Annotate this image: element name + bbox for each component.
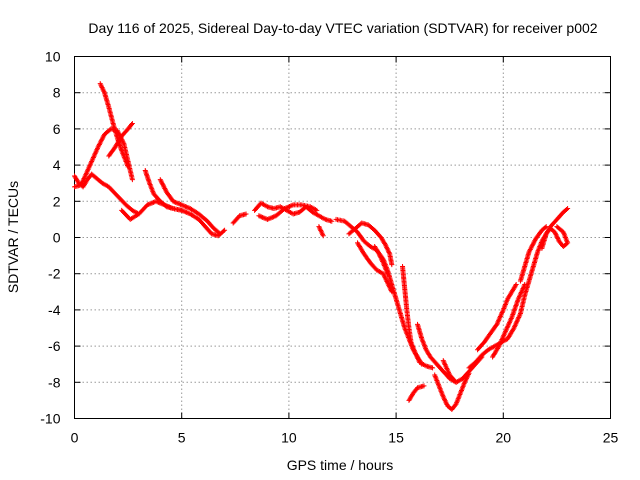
y-tick-label: -10 (40, 411, 60, 427)
data-point (329, 218, 335, 224)
x-tick-label: 25 (603, 430, 619, 446)
data-point (389, 289, 395, 295)
y-tick-label: -8 (48, 374, 61, 390)
y-tick-label: -2 (48, 266, 61, 282)
data-point (389, 262, 395, 268)
data-point (542, 225, 548, 231)
data-point (555, 225, 561, 231)
data-point (385, 271, 391, 277)
data-point (314, 207, 320, 213)
y-tick-label: 4 (53, 157, 61, 173)
y-tick-label: 6 (53, 121, 61, 137)
data-point (129, 177, 135, 183)
y-tick-label: 10 (45, 49, 61, 65)
data-point (243, 211, 249, 217)
data-point (217, 231, 223, 237)
axis-ticks (74, 56, 611, 419)
data-point (129, 122, 135, 128)
y-tick-label: 0 (53, 230, 61, 246)
y-tick-label: -6 (48, 338, 61, 354)
x-tick-label: 20 (496, 430, 512, 446)
x-tick-label: 15 (388, 430, 404, 446)
data-point (565, 206, 571, 212)
data-points (72, 81, 571, 412)
data-point (522, 282, 528, 288)
y-tick-label: -4 (48, 302, 61, 318)
grid-lines (74, 56, 611, 419)
data-point (554, 224, 560, 230)
data-point (430, 365, 436, 371)
data-point (179, 207, 185, 213)
y-axis-label: SDTVAR / TECUs (5, 181, 21, 293)
data-point (513, 282, 519, 288)
chart-title: Day 116 of 2025, Sidereal Day-to-day VTE… (88, 20, 597, 36)
y-tick-label: 8 (53, 85, 61, 101)
data-point (125, 164, 131, 170)
x-tick-label: 5 (178, 430, 186, 446)
data-point (222, 227, 228, 233)
x-axis-label: GPS time / hours (287, 457, 394, 473)
data-point (320, 233, 326, 239)
data-point (221, 228, 227, 234)
data-point (564, 206, 570, 212)
y-tick-label: 2 (53, 193, 61, 209)
x-tick-label: 10 (281, 430, 297, 446)
data-point (216, 230, 222, 236)
data-point (129, 120, 135, 126)
data-point (421, 383, 427, 389)
x-tick-label: 0 (71, 430, 79, 446)
tick-labels: 0 5 10 15 20 25 -10 -8 -6 -4 -2 0 2 4 6 8 10 (40, 49, 618, 446)
data-point (543, 224, 549, 230)
